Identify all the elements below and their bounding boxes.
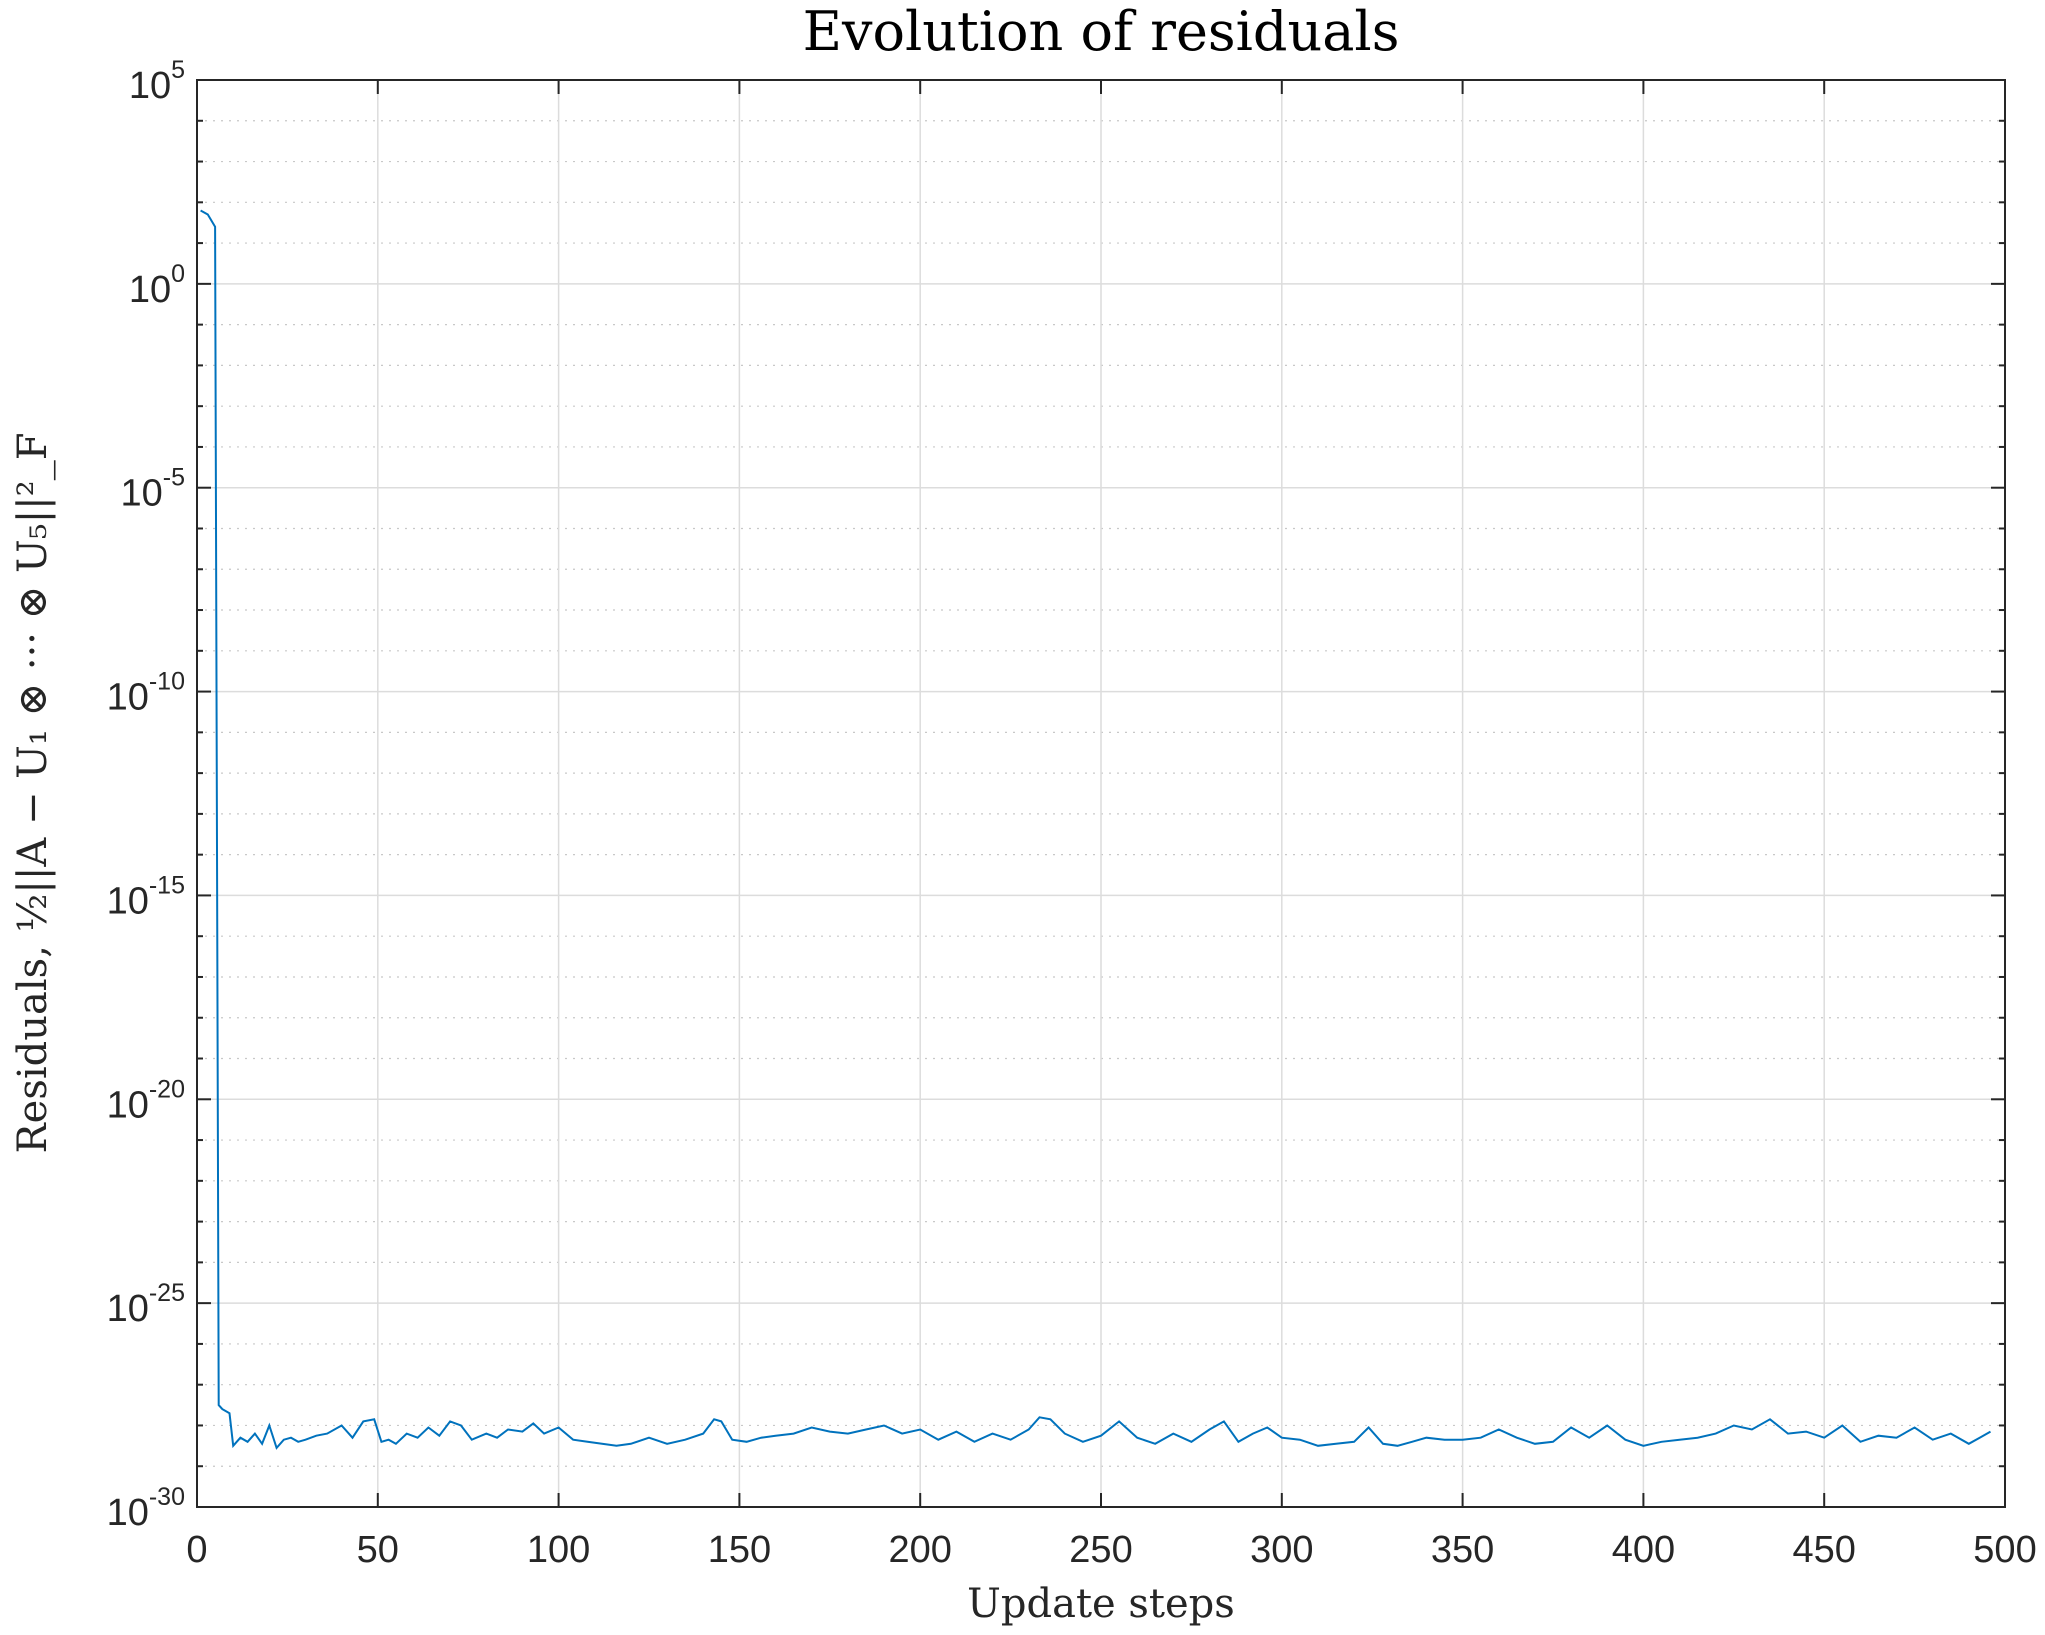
y-tick-label: 10-20: [107, 1075, 185, 1126]
x-tick-label: 300: [1250, 1529, 1313, 1571]
chart-title: Evolution of residuals: [803, 0, 1400, 63]
axis-ticks: [196, 79, 2006, 1508]
y-tick-label: 10-5: [120, 464, 185, 515]
x-tick-label: 100: [527, 1529, 590, 1571]
x-tick-label: 50: [357, 1529, 399, 1571]
series-layer: [200, 209, 1991, 1450]
x-tick-label: 350: [1431, 1529, 1494, 1571]
x-tick-labels: 0 50 100 150 200 250 300 350 400 450 500: [186, 1529, 2036, 1571]
x-tick-label: 500: [1973, 1529, 2036, 1571]
y-tick-label: 10-15: [107, 871, 185, 922]
y-tick-label: 10-25: [107, 1279, 185, 1330]
y-tick-label: 10-10: [107, 668, 185, 719]
y-axis-label: Residuals, ½||A − U₁ ⊗ ··· ⊗ U₅||²_F: [10, 433, 56, 1154]
y-tick-label: 100: [129, 260, 185, 311]
x-tick-label: 250: [1069, 1529, 1132, 1571]
y-tick-label: 10-30: [107, 1483, 185, 1534]
x-tick-label: 400: [1612, 1529, 1675, 1571]
grid-lines: [197, 80, 2005, 1507]
x-tick-label: 450: [1792, 1529, 1855, 1571]
x-tick-label: 150: [708, 1529, 771, 1571]
x-axis-label: Update steps: [967, 1581, 1235, 1627]
x-tick-label: 200: [888, 1529, 951, 1571]
y-tick-label: 105: [129, 56, 185, 107]
x-tick-label: 0: [186, 1529, 207, 1571]
series-line: [200, 209, 1991, 1450]
y-tick-labels: 105 100 10-5 10-10 10-15 10-20 10-25 10-30: [107, 56, 185, 1534]
